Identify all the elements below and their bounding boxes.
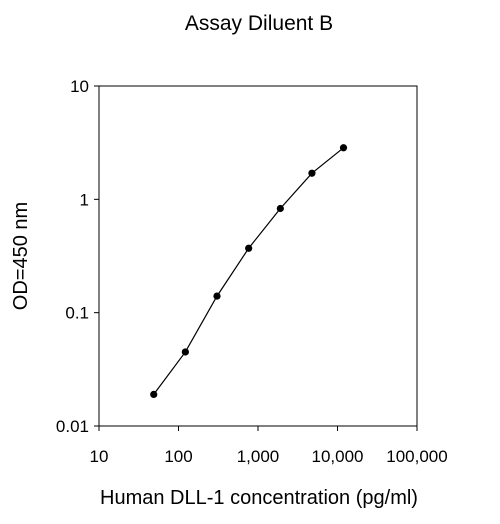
data-point xyxy=(245,244,253,252)
data-point xyxy=(339,144,348,152)
data-point xyxy=(181,348,189,356)
x-tick-label: 100 xyxy=(164,447,192,466)
y-tick-label: 0.1 xyxy=(65,304,89,323)
x-tick-label: 10 xyxy=(90,447,109,466)
x-axis: 10 100 1,000 10,000 100,000 xyxy=(90,426,448,466)
x-axis-label: Human DLL-1 concentration (pg/ml) xyxy=(100,487,418,509)
plot-frame xyxy=(98,85,418,427)
y-tick-label: 10 xyxy=(70,77,89,96)
x-tick-label: 100,000 xyxy=(386,447,447,466)
y-axis: 0.01 0.1 1 10 xyxy=(56,77,99,436)
series-layer xyxy=(150,144,348,399)
data-point xyxy=(213,292,221,300)
data-point xyxy=(150,390,158,399)
series-line xyxy=(153,147,344,395)
x-tick-label: 10,000 xyxy=(312,447,364,466)
y-tick-label: 0.01 xyxy=(56,417,89,436)
chart-title: Assay Diluent B xyxy=(185,12,333,35)
x-tick-label: 1,000 xyxy=(237,447,280,466)
data-point xyxy=(308,169,316,177)
y-tick-label: 1 xyxy=(80,190,89,209)
data-point xyxy=(276,204,284,213)
y-axis-label: OD=450 nm xyxy=(10,202,32,310)
